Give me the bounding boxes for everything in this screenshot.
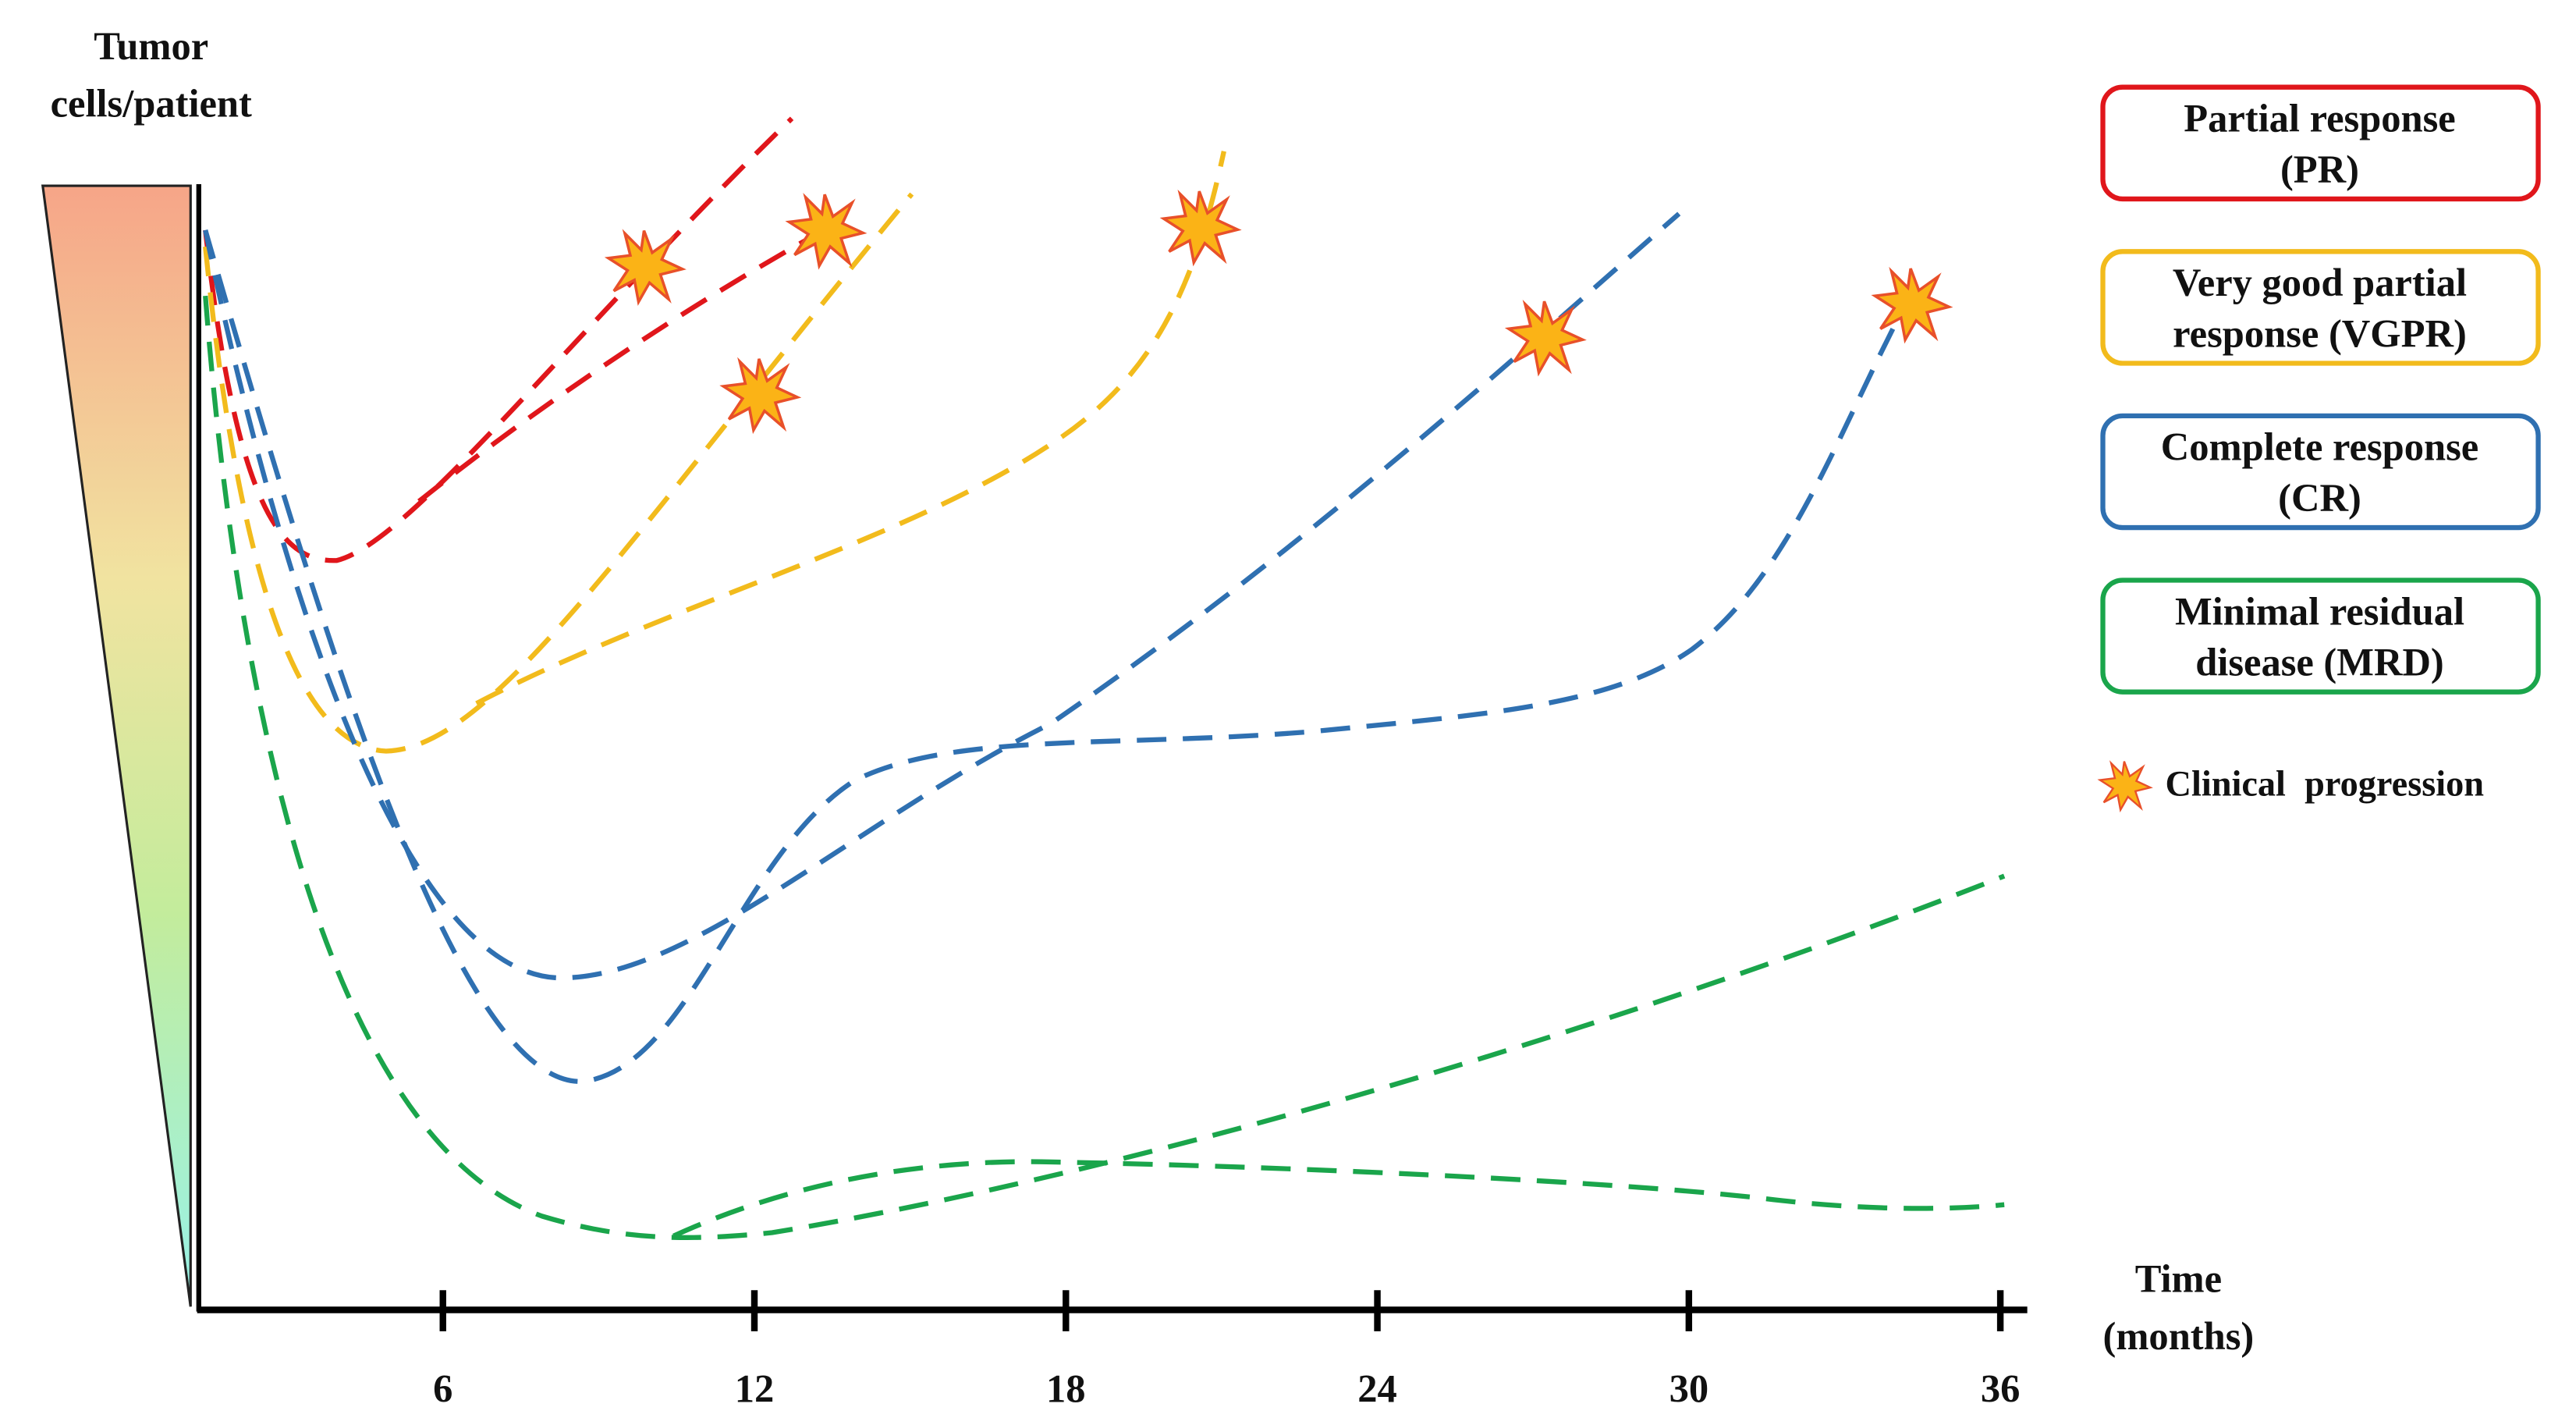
x-tick-label: 24 xyxy=(1357,1366,1397,1410)
legend-label: Partial response xyxy=(2184,97,2456,140)
mrd-curve xyxy=(672,1159,2005,1238)
progression-marker xyxy=(1507,300,1584,375)
x-tick-label: 18 xyxy=(1046,1366,1086,1410)
y-label: cells/patient xyxy=(51,82,252,126)
x-tick-label: 36 xyxy=(1981,1366,2021,1410)
x-label: (months) xyxy=(2103,1314,2255,1358)
vgpr-curve xyxy=(475,151,1226,706)
cr-curve xyxy=(203,229,1908,1084)
legend-label: Complete response xyxy=(2161,425,2478,469)
progression-marker xyxy=(1162,190,1240,265)
x-tick-label: 6 xyxy=(433,1366,452,1410)
legend-box xyxy=(2100,249,2541,366)
vgpr-curve xyxy=(203,192,914,754)
legend-label: Very good partial xyxy=(2173,261,2467,304)
legend-box xyxy=(2100,577,2541,695)
y-label: Tumor xyxy=(94,24,208,68)
x-ticks: 6 12 18 24 30 36 xyxy=(433,1290,2020,1410)
legend-marker xyxy=(2099,760,2152,811)
progression-marker xyxy=(1873,267,1951,342)
progression-marker xyxy=(607,229,684,304)
cr-curve xyxy=(203,211,1681,981)
legend-marker-label: Clinical progression xyxy=(2166,764,2485,804)
legend-label: (CR) xyxy=(2278,476,2361,520)
legend-label: response (VGPR) xyxy=(2173,311,2467,355)
legend-label: Minimal residual xyxy=(2175,589,2464,633)
pr-curve xyxy=(203,116,794,563)
x-tick-label: 12 xyxy=(735,1366,775,1410)
legend-label: disease (MRD) xyxy=(2195,641,2444,684)
progression-marker xyxy=(722,357,799,432)
gradient-scale xyxy=(41,184,192,1307)
x-label: Time xyxy=(2135,1256,2222,1300)
progression-marker xyxy=(787,193,865,268)
pr-curve xyxy=(417,224,831,503)
legend-box xyxy=(2100,413,2541,531)
mrd-curve xyxy=(203,295,2006,1240)
legend: Partial response (PR) Very good partial res… xyxy=(2100,84,2541,695)
legend-box xyxy=(2100,84,2541,202)
x-tick-label: 30 xyxy=(1669,1366,1709,1410)
legend-label: (PR) xyxy=(2280,147,2359,191)
